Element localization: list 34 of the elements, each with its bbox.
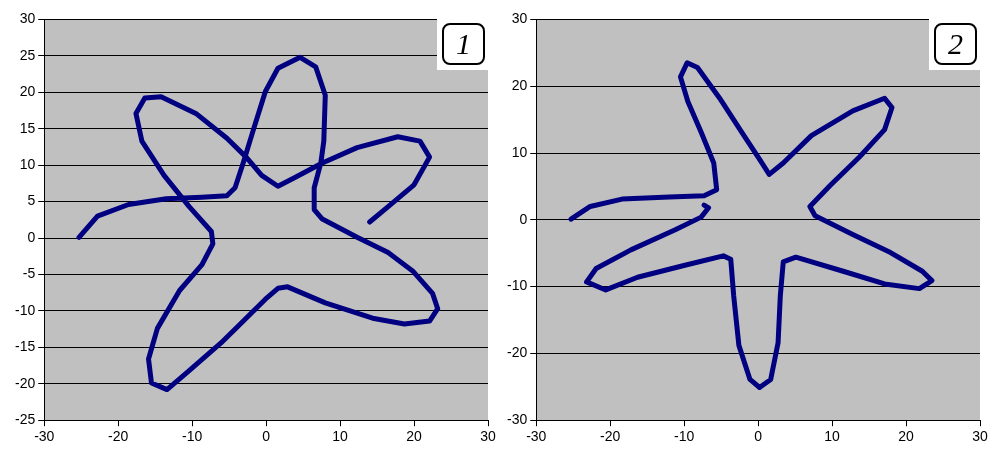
- x-tick-label: -10: [674, 428, 695, 445]
- y-tick-label: 0: [27, 228, 36, 245]
- y-tick-label: 30: [19, 10, 36, 27]
- x-tick-label: 0: [754, 428, 763, 445]
- x-tick-label: 0: [262, 428, 271, 445]
- y-tick-label: 10: [19, 156, 36, 172]
- y-tick-label: 30: [511, 10, 528, 27]
- x-tick-label: 20: [898, 428, 915, 445]
- x-tick-label: -30: [526, 428, 547, 445]
- y-tick-label: -10: [507, 277, 528, 294]
- y-tick-label: 20: [19, 83, 36, 100]
- x-tick-label: -10: [182, 428, 203, 445]
- y-tick-label: -5: [22, 265, 36, 282]
- y-tick-label: 5: [27, 192, 36, 209]
- annotation: 2: [934, 23, 977, 65]
- y-tick-label: 20: [511, 77, 528, 94]
- x-tick-label: 30: [480, 428, 496, 445]
- x-tick-label: 20: [406, 428, 423, 445]
- y-tick-label: -10: [15, 301, 36, 318]
- y-tick-label: 15: [19, 119, 36, 136]
- y-tick-label: -20: [507, 344, 528, 361]
- y-tick-label: -30: [507, 411, 528, 428]
- y-tick-label: 10: [511, 143, 528, 160]
- x-tick-label: 10: [824, 428, 841, 445]
- x-tick-label: -20: [108, 428, 129, 445]
- y-tick-label: -20: [15, 374, 36, 391]
- y-tick-label: 0: [519, 210, 528, 227]
- x-tick-label: -20: [600, 428, 621, 445]
- y-tick-label: -25: [15, 411, 36, 428]
- x-tick-label: 30: [972, 428, 988, 445]
- y-tick-label: 25: [19, 46, 36, 63]
- y-tick-label: -15: [15, 338, 36, 355]
- x-tick-label: 10: [332, 428, 349, 445]
- annotation: 1: [442, 23, 485, 65]
